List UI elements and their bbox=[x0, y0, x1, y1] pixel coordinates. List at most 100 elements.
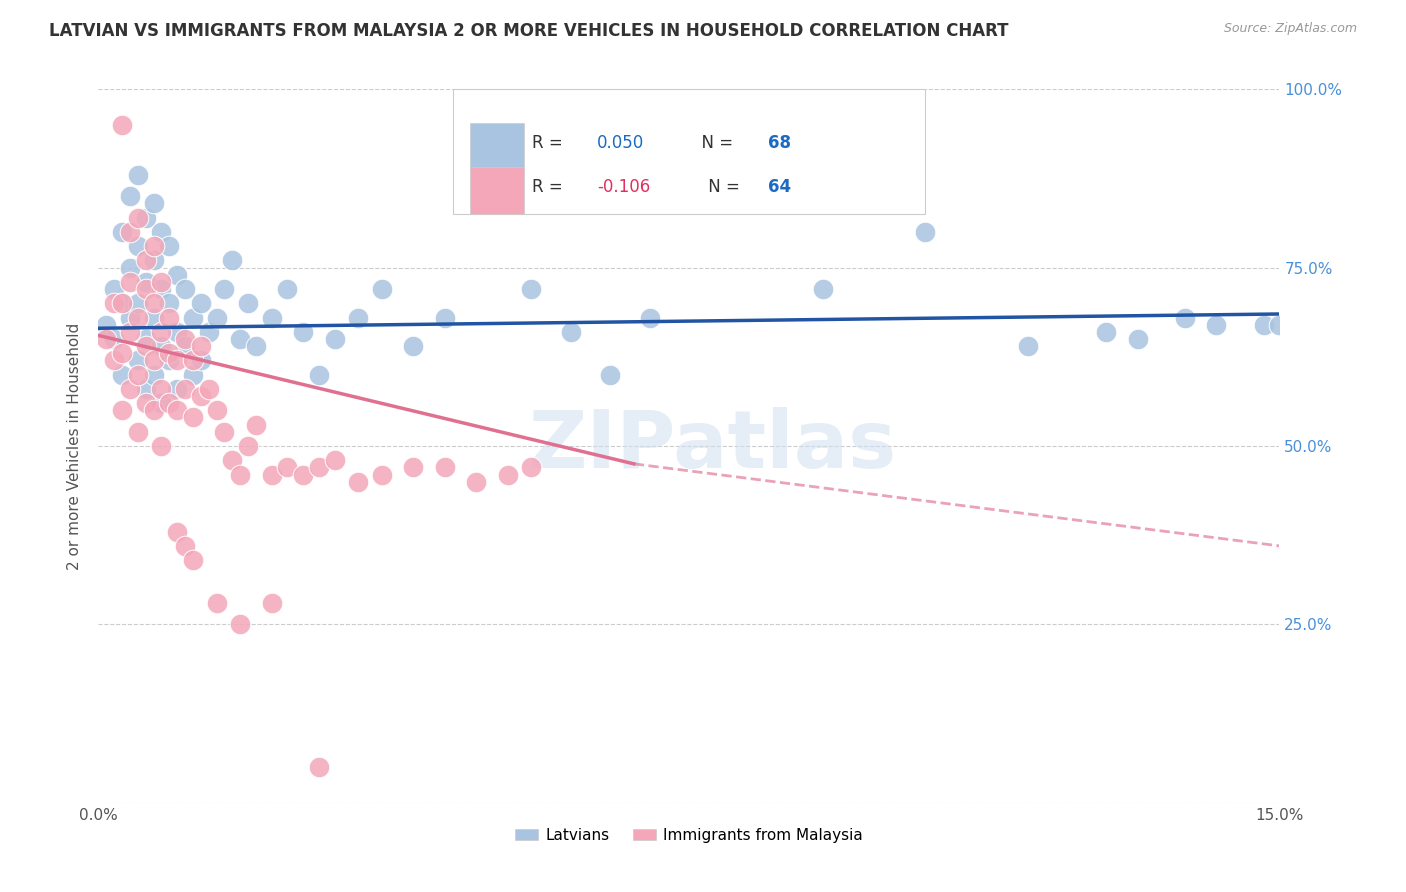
Point bbox=[1126, 332, 1149, 346]
Point bbox=[157, 239, 180, 253]
Point bbox=[135, 396, 157, 410]
Point bbox=[103, 282, 125, 296]
Point bbox=[118, 189, 141, 203]
Point bbox=[142, 239, 165, 253]
Point bbox=[308, 760, 330, 774]
Text: 68: 68 bbox=[768, 134, 792, 152]
Point bbox=[96, 332, 118, 346]
Legend: Latvians, Immigrants from Malaysia: Latvians, Immigrants from Malaysia bbox=[509, 822, 869, 848]
Point bbox=[135, 253, 157, 268]
Point bbox=[214, 425, 236, 439]
Point bbox=[174, 382, 197, 396]
Text: LATVIAN VS IMMIGRANTS FROM MALAYSIA 2 OR MORE VEHICLES IN HOUSEHOLD CORRELATION : LATVIAN VS IMMIGRANTS FROM MALAYSIA 2 OR… bbox=[49, 22, 1008, 40]
Point bbox=[166, 325, 188, 339]
Point bbox=[197, 325, 219, 339]
Point bbox=[127, 211, 149, 225]
Point bbox=[433, 310, 456, 325]
Point bbox=[914, 225, 936, 239]
Point bbox=[214, 282, 236, 296]
Point bbox=[157, 353, 180, 368]
Point bbox=[308, 460, 330, 475]
Point bbox=[276, 460, 298, 475]
Point bbox=[174, 332, 197, 346]
Point bbox=[205, 403, 228, 417]
Point bbox=[323, 332, 346, 346]
FancyBboxPatch shape bbox=[453, 89, 925, 214]
Point bbox=[205, 310, 228, 325]
Point bbox=[276, 282, 298, 296]
Point bbox=[520, 282, 543, 296]
Point bbox=[111, 346, 134, 360]
Point bbox=[174, 539, 197, 553]
Point bbox=[181, 553, 204, 567]
Point bbox=[1205, 318, 1227, 332]
Point bbox=[127, 310, 149, 325]
Point bbox=[111, 296, 134, 310]
Text: N =: N = bbox=[703, 178, 745, 196]
Point bbox=[1174, 310, 1197, 325]
Text: R =: R = bbox=[531, 178, 568, 196]
Point bbox=[96, 318, 118, 332]
Point bbox=[1017, 339, 1039, 353]
Point bbox=[433, 460, 456, 475]
Point bbox=[118, 275, 141, 289]
Point bbox=[142, 353, 165, 368]
Point bbox=[103, 296, 125, 310]
Point bbox=[127, 239, 149, 253]
Text: 0.050: 0.050 bbox=[596, 134, 644, 152]
Point bbox=[135, 275, 157, 289]
Point bbox=[520, 460, 543, 475]
Point bbox=[496, 467, 519, 482]
Point bbox=[181, 368, 204, 382]
Point bbox=[111, 368, 134, 382]
Point bbox=[756, 196, 779, 211]
Text: Source: ZipAtlas.com: Source: ZipAtlas.com bbox=[1223, 22, 1357, 36]
Point bbox=[308, 368, 330, 382]
Point bbox=[157, 346, 180, 360]
Point bbox=[118, 260, 141, 275]
Point bbox=[142, 310, 165, 325]
Point bbox=[1095, 325, 1118, 339]
Point bbox=[181, 353, 204, 368]
Point bbox=[229, 617, 252, 632]
Point bbox=[260, 467, 283, 482]
Point bbox=[127, 168, 149, 182]
Point bbox=[190, 353, 212, 368]
Point bbox=[1253, 318, 1275, 332]
Point bbox=[157, 296, 180, 310]
Point bbox=[174, 282, 197, 296]
Point bbox=[260, 310, 283, 325]
Point bbox=[111, 225, 134, 239]
Point bbox=[245, 417, 267, 432]
Point bbox=[157, 396, 180, 410]
Point bbox=[402, 339, 425, 353]
Point bbox=[181, 310, 204, 325]
Point bbox=[111, 296, 134, 310]
Point bbox=[118, 310, 141, 325]
Point bbox=[118, 382, 141, 396]
Point bbox=[142, 403, 165, 417]
FancyBboxPatch shape bbox=[471, 167, 523, 213]
Point bbox=[150, 225, 173, 239]
Point bbox=[135, 282, 157, 296]
Point bbox=[166, 268, 188, 282]
FancyBboxPatch shape bbox=[471, 123, 523, 169]
Point bbox=[166, 353, 188, 368]
Text: R =: R = bbox=[531, 134, 568, 152]
Point bbox=[166, 382, 188, 396]
Point bbox=[118, 225, 141, 239]
Point bbox=[260, 596, 283, 610]
Y-axis label: 2 or more Vehicles in Household: 2 or more Vehicles in Household bbox=[67, 322, 83, 570]
Point bbox=[103, 353, 125, 368]
Point bbox=[481, 111, 503, 125]
Point bbox=[135, 332, 157, 346]
Point bbox=[111, 118, 134, 132]
Point bbox=[174, 339, 197, 353]
Point bbox=[135, 382, 157, 396]
Point bbox=[229, 467, 252, 482]
Point bbox=[166, 403, 188, 417]
Text: ZIPatlas: ZIPatlas bbox=[529, 407, 897, 485]
Point bbox=[197, 382, 219, 396]
Point bbox=[465, 475, 488, 489]
Point bbox=[150, 396, 173, 410]
